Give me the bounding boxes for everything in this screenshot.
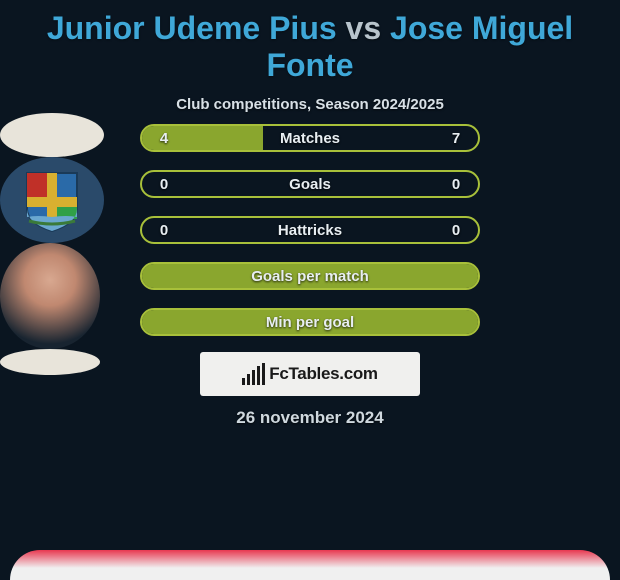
snapshot-date: 26 november 2024 bbox=[0, 408, 620, 428]
player2-photo bbox=[0, 243, 100, 349]
stat-label: Goals per match bbox=[186, 268, 434, 285]
stat-value-right: 0 bbox=[434, 222, 478, 239]
stat-label: Min per goal bbox=[186, 314, 434, 331]
stat-value-right: 7 bbox=[434, 130, 478, 147]
stat-value-left: 0 bbox=[142, 222, 186, 239]
subtitle: Club competitions, Season 2024/2025 bbox=[0, 96, 620, 113]
player2-club-crest bbox=[0, 349, 100, 375]
stat-value-left: 4 bbox=[142, 130, 186, 147]
stat-value-left: 0 bbox=[142, 176, 186, 193]
stat-row: 4Matches7 bbox=[140, 124, 480, 152]
player1-name: Junior Udeme Pius bbox=[47, 10, 337, 46]
player1-club-crest bbox=[0, 157, 104, 243]
stat-row: 0Goals0 bbox=[140, 170, 480, 198]
stat-label: Hattricks bbox=[186, 222, 434, 239]
player1-photo bbox=[0, 113, 104, 157]
stat-label: Matches bbox=[186, 130, 434, 147]
comparison-title: Junior Udeme Pius vs Jose Miguel Fonte bbox=[0, 0, 620, 84]
vs-separator: vs bbox=[346, 10, 382, 46]
stat-value-right: 0 bbox=[434, 176, 478, 193]
stat-row: Goals per match bbox=[140, 262, 480, 290]
club-crest-icon bbox=[17, 165, 87, 235]
stat-label: Goals bbox=[186, 176, 434, 193]
bar-chart-icon bbox=[242, 363, 265, 385]
source-logo: FcTables.com bbox=[200, 352, 420, 396]
source-logo-text: FcTables.com bbox=[269, 364, 378, 384]
stats-container: 4Matches70Goals00Hattricks0Goals per mat… bbox=[140, 124, 480, 354]
stat-row: 0Hattricks0 bbox=[140, 216, 480, 244]
stat-row: Min per goal bbox=[140, 308, 480, 336]
